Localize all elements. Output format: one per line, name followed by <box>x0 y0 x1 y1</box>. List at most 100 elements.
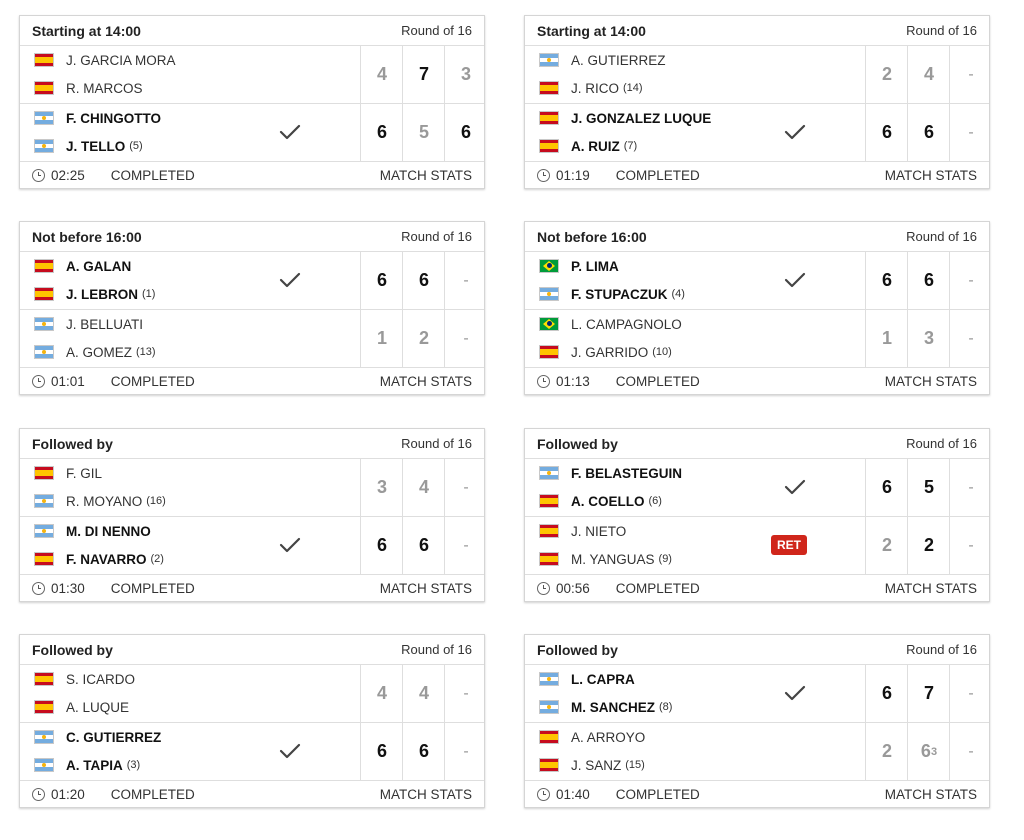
set-score: 6 <box>865 252 908 309</box>
player-name: R. MOYANO <box>66 493 143 509</box>
match-stats-link[interactable]: MATCH STATS <box>884 168 977 183</box>
set-score-value: 6 <box>376 535 387 555</box>
player-entry[interactable]: A. LUQUE <box>34 699 129 715</box>
player-entry[interactable]: J. GARCIA MORA <box>34 52 176 68</box>
set-score: 4 <box>360 46 403 103</box>
player-entry[interactable]: R. MARCOS <box>34 80 143 96</box>
player-name: F. BELASTEGUIN <box>571 465 683 481</box>
set-score-value: 6 <box>881 122 892 142</box>
match-duration: 01:30 <box>51 581 85 596</box>
player-entry[interactable]: A. GOMEZ (13) <box>34 344 156 360</box>
set-score-value: 3 <box>460 64 471 84</box>
match-status: COMPLETED <box>615 168 700 183</box>
set-score-value: 6 <box>376 741 387 761</box>
player-entry[interactable]: J. LEBRON (1) <box>34 286 155 302</box>
player-entry[interactable]: A. GUTIERREZ <box>539 52 666 68</box>
player-entry[interactable]: A. TAPIA (3) <box>34 757 140 773</box>
match-stats-link[interactable]: MATCH STATS <box>379 581 472 596</box>
set-score: - <box>444 459 487 516</box>
match-status: COMPLETED <box>110 374 195 389</box>
player-entry[interactable]: J. TELLO (5) <box>34 138 143 154</box>
set-score-value: - <box>463 742 469 760</box>
match-stats-link[interactable]: MATCH STATS <box>884 787 977 802</box>
player-entry[interactable]: L. CAMPAGNOLO <box>539 316 682 332</box>
argentina-flag-icon <box>539 672 559 686</box>
match-stats-link[interactable]: MATCH STATS <box>884 581 977 596</box>
player-entry[interactable]: J. BELLUATI <box>34 316 143 332</box>
team-row: F. CHINGOTTO J. TELLO (5) 6 5 6 <box>20 104 484 162</box>
spain-flag-icon <box>34 466 54 480</box>
winner-check-icon <box>783 270 807 290</box>
player-entry[interactable]: R. MOYANO (16) <box>34 493 166 509</box>
player-entry[interactable]: P. LIMA <box>539 258 619 274</box>
set-score: 6 <box>865 459 908 516</box>
set-score-value: - <box>463 536 469 554</box>
player-entry[interactable]: J. RICO (14) <box>539 80 643 96</box>
set-score-value: 6 <box>376 122 387 142</box>
set-score-value: 1 <box>881 328 892 348</box>
match-duration: 01:01 <box>51 374 85 389</box>
player-entry[interactable]: A. ARROYO <box>539 729 645 745</box>
player-entry[interactable]: A. COELLO (6) <box>539 493 662 509</box>
player-entry[interactable]: A. RUIZ (7) <box>539 138 637 154</box>
player-name: M. DI NENNO <box>66 523 151 539</box>
player-seed: (1) <box>142 288 156 300</box>
player-name: A. COELLO <box>571 493 645 509</box>
team-row: A. GALAN J. LEBRON (1) 6 6 - <box>20 252 484 310</box>
player-name: J. GARRIDO <box>571 344 649 360</box>
set-score: 2 <box>865 723 908 780</box>
player-entry[interactable]: F. NAVARRO (2) <box>34 551 164 567</box>
player-entry[interactable]: M. DI NENNO <box>34 523 151 539</box>
player-name: A. GOMEZ <box>66 344 133 360</box>
player-entry[interactable]: L. CAPRA <box>539 671 635 687</box>
clock-icon <box>32 788 45 801</box>
player-entry[interactable]: J. NIETO <box>539 523 626 539</box>
player-entry[interactable]: F. STUPACZUK (4) <box>539 286 685 302</box>
set-score-value: 6 <box>920 741 931 761</box>
spain-flag-icon <box>539 111 559 125</box>
player-entry[interactable]: F. BELASTEGUIN <box>539 465 682 481</box>
set-score-value: 6 <box>881 477 892 497</box>
player-name: A. LUQUE <box>66 699 130 715</box>
brazil-flag-icon <box>539 317 559 331</box>
spain-flag-icon <box>539 139 559 153</box>
set-score: 2 <box>865 46 908 103</box>
player-name: M. YANGUAS <box>571 551 655 567</box>
player-entry[interactable]: F. CHINGOTTO <box>34 110 161 126</box>
argentina-flag-icon <box>539 287 559 301</box>
player-entry[interactable]: J. SANZ (15) <box>539 757 645 773</box>
set-score: - <box>949 252 992 309</box>
schedule-time: Followed by <box>32 435 113 452</box>
winner-check-icon <box>278 122 302 142</box>
team-row: S. ICARDO A. LUQUE 4 4 - <box>20 665 484 723</box>
match-stats-link[interactable]: MATCH STATS <box>379 374 472 389</box>
player-entry[interactable]: J. GONZALEZ LUQUE <box>539 110 711 126</box>
set-score: 1 <box>865 310 908 367</box>
player-entry[interactable]: M. SANCHEZ (8) <box>539 699 672 715</box>
card-footer: 00:56 COMPLETED MATCH STATS <box>525 575 989 602</box>
player-entry[interactable]: C. GUTIERREZ <box>34 729 161 745</box>
schedule-time: Followed by <box>537 641 618 658</box>
team-row: P. LIMA F. STUPACZUK (4) 6 6 - <box>525 252 989 310</box>
set-score-value: 2 <box>881 741 892 761</box>
player-entry[interactable]: A. GALAN <box>34 258 131 274</box>
set-score: 6 <box>865 665 908 722</box>
match-stats-link[interactable]: MATCH STATS <box>379 787 472 802</box>
set-score-value: - <box>463 478 469 496</box>
player-entry[interactable]: M. YANGUAS (9) <box>539 551 672 567</box>
set-score-value: 2 <box>923 535 934 555</box>
set-score: 6 <box>402 517 445 574</box>
set-score: 6 <box>360 252 403 309</box>
match-stats-link[interactable]: MATCH STATS <box>884 374 977 389</box>
match-status: COMPLETED <box>110 581 195 596</box>
brazil-flag-icon <box>539 259 559 273</box>
set-score: 6 <box>360 723 403 780</box>
match-stats-link[interactable]: MATCH STATS <box>379 168 472 183</box>
player-name: A. ARROYO <box>571 729 646 745</box>
player-entry[interactable]: S. ICARDO <box>34 671 135 687</box>
card-header: Followed by Round of 16 <box>20 429 484 459</box>
round-label: Round of 16 <box>906 642 977 657</box>
player-entry[interactable]: J. GARRIDO (10) <box>539 344 672 360</box>
player-entry[interactable]: F. GIL <box>34 465 102 481</box>
